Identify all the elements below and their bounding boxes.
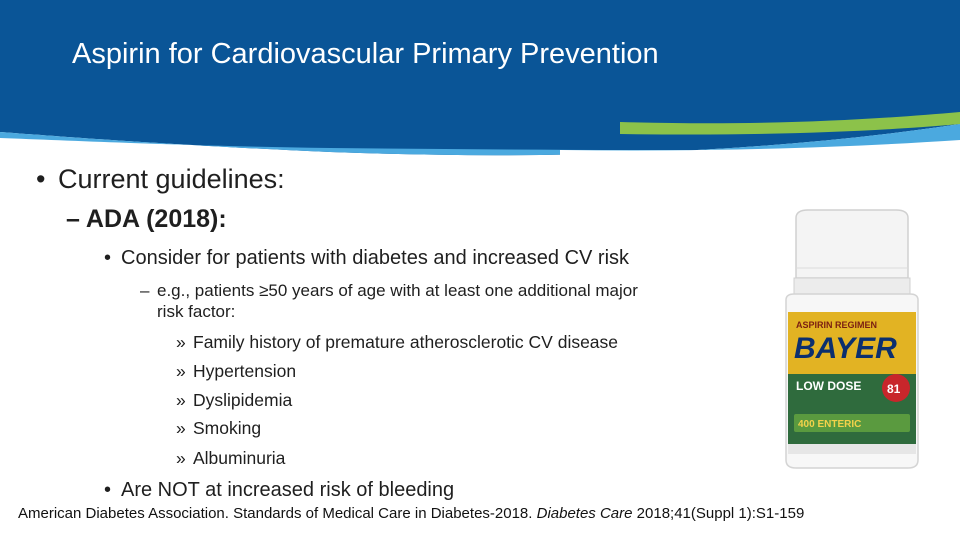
count-text: 400 ENTERIC: [798, 419, 861, 430]
risk-factor-item: » Albuminuria: [176, 448, 285, 469]
bullet-dot: •: [104, 479, 112, 501]
bullet-dot: •: [104, 247, 112, 269]
list-marker: »: [176, 332, 186, 352]
slide-header: [0, 0, 960, 160]
header-wave-graphic: [0, 0, 960, 160]
risk-factor-item: » Smoking: [176, 418, 261, 439]
list-marker: »: [176, 448, 186, 468]
list-marker: »: [176, 418, 186, 438]
aspirin-bottle-image: ASPIRIN REGIMEN BAYER LOW DOSE 81 400 EN…: [778, 208, 926, 470]
strength-text: 81: [887, 382, 901, 396]
bullet-text: Current guidelines:: [58, 164, 285, 194]
citation-journal: Diabetes Care: [536, 505, 633, 522]
citation: American Diabetes Association. Standards…: [18, 505, 804, 522]
bullet-dot: •: [36, 164, 46, 194]
label-top-text: ASPIRIN REGIMEN: [796, 320, 877, 330]
example-criteria: – e.g., patients ≥50 years of age with at…: [140, 280, 740, 322]
risk-factor-text: Hypertension: [193, 361, 297, 381]
risk-factor-text: Family history of premature atherosclero…: [193, 332, 619, 352]
sub-heading-ada: – ADA (2018):: [66, 205, 227, 233]
risk-factor-item: » Hypertension: [176, 361, 296, 382]
slide-title: Aspirin for Cardiovascular Primary Preve…: [72, 38, 659, 70]
risk-factor-text: Dyslipidemia: [193, 390, 293, 410]
dose-text: LOW DOSE: [796, 379, 861, 393]
heart-badge-icon: [882, 374, 910, 402]
bullet-bleeding-risk: • Are NOT at increased risk of bleeding: [104, 479, 454, 502]
list-marker: »: [176, 361, 186, 381]
risk-factor-text: Albuminuria: [193, 448, 286, 468]
risk-factor-item: » Dyslipidemia: [176, 390, 292, 411]
example-text-line2: risk factor:: [157, 302, 236, 321]
bullet-text: Consider for patients with diabetes and …: [121, 247, 630, 269]
example-text-line1: e.g., patients ≥50 years of age with at …: [157, 281, 638, 300]
brand-logo-text: BAYER: [794, 332, 897, 365]
citation-authors: American Diabetes Association. Standards…: [18, 505, 537, 522]
citation-details: 2018;41(Suppl 1):S1-159: [632, 505, 805, 522]
bullet-text: Are NOT at increased risk of bleeding: [121, 479, 455, 501]
list-marker: »: [176, 390, 186, 410]
bullet-consider: • Consider for patients with diabetes and…: [104, 247, 629, 270]
risk-factor-item: » Family history of premature atheroscler…: [176, 332, 618, 353]
dash-marker: –: [140, 281, 150, 300]
bullet-current-guidelines: • Current guidelines:: [36, 164, 285, 195]
risk-factor-text: Smoking: [193, 418, 262, 438]
